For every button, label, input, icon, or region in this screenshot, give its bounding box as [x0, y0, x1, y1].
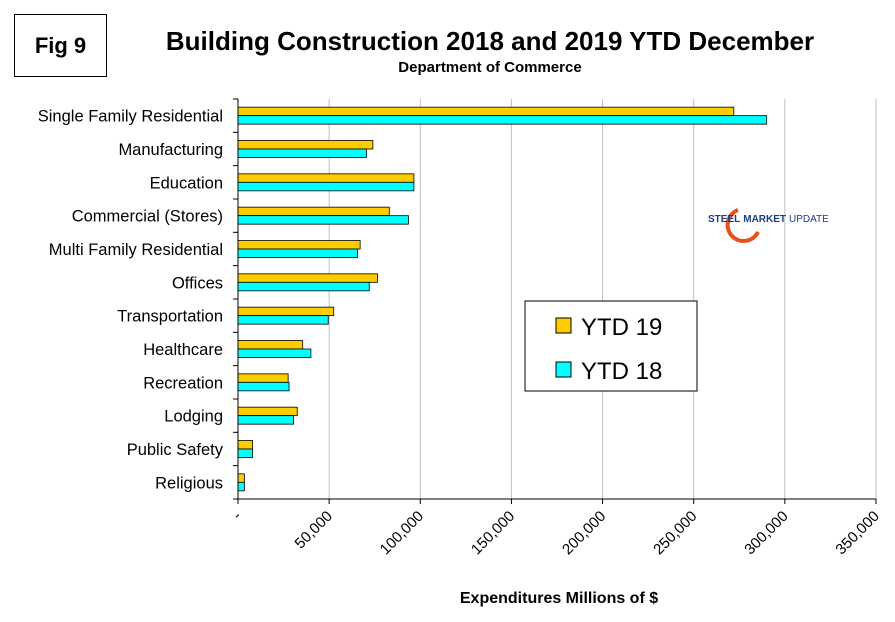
chart-title: Building Construction 2018 and 2019 YTD …: [165, 26, 815, 56]
category-labels: Single Family Residential Manufacturing Ed…: [38, 108, 224, 493]
bar: [237, 248, 358, 258]
tick-labels: - 50,000 100,000 150,000 200,000 250,000 300,0…: [229, 508, 883, 558]
bar: [237, 481, 245, 492]
bar: [237, 115, 768, 125]
bars: [237, 106, 768, 492]
logo-text-update: UPDATE: [789, 214, 829, 225]
bar: [237, 173, 415, 183]
category-label: Public Safety: [127, 441, 224, 459]
category-label: Multi Family Residential: [49, 241, 223, 259]
category-label: Religious: [155, 474, 223, 492]
legend-label-ytd18: YTD 18: [581, 358, 662, 385]
x-axis-label: Expenditures Millions of $: [460, 590, 658, 607]
bar: [237, 448, 253, 458]
category-label: Offices: [172, 274, 223, 292]
bar: [237, 406, 298, 417]
bar: [237, 206, 390, 217]
category-label: Healthcare: [143, 341, 223, 359]
logo-text-steel: STEEL: [708, 214, 740, 225]
x-tick-label: 100,000: [377, 508, 427, 558]
category-label: Single Family Residential: [38, 108, 223, 126]
logo-text-market: MARKET: [743, 214, 786, 225]
category-label: Commercial (Stores): [72, 208, 223, 226]
category-label: Manufacturing: [118, 141, 223, 159]
bar: [237, 473, 245, 483]
bar: [237, 240, 361, 250]
bar: [237, 273, 378, 283]
x-tick-label: 300,000: [741, 508, 791, 558]
bar: [237, 106, 735, 117]
category-label: Lodging: [164, 408, 223, 426]
legend: YTD 19 YTD 18: [524, 300, 698, 392]
category-label: Recreation: [143, 374, 223, 392]
axes: [233, 98, 877, 504]
gridlines: [328, 99, 877, 499]
bar: [237, 440, 253, 450]
steel-market-update-logo: STEEL MARKET UPDATE: [708, 208, 829, 243]
legend-swatch-ytd18: [555, 361, 572, 378]
chart-subtitle: Department of Commerce: [398, 59, 582, 76]
legend-swatch-ytd19: [555, 317, 572, 334]
x-tick-label: 350,000: [832, 508, 882, 558]
bar: [237, 215, 409, 225]
x-tick-label: 200,000: [559, 508, 609, 558]
category-label: Education: [150, 174, 223, 192]
bar: [237, 315, 329, 325]
bar: [237, 415, 294, 425]
category-label: Transportation: [117, 308, 223, 326]
x-tick-label: 150,000: [468, 508, 518, 558]
bar: [237, 381, 290, 392]
bar: [237, 281, 370, 292]
x-tick-label: 250,000: [650, 508, 700, 558]
bar: [237, 306, 335, 317]
x-tick-label: 50,000: [292, 508, 336, 552]
bar: [237, 348, 312, 358]
bar: [237, 181, 415, 192]
bar: [237, 148, 367, 158]
figure-label: Fig 9: [14, 14, 107, 77]
bar: [237, 340, 304, 350]
x-tick-label: -: [229, 508, 245, 524]
legend-label-ytd19: YTD 19: [581, 314, 662, 341]
bar: [237, 140, 374, 150]
bar: [237, 373, 289, 383]
